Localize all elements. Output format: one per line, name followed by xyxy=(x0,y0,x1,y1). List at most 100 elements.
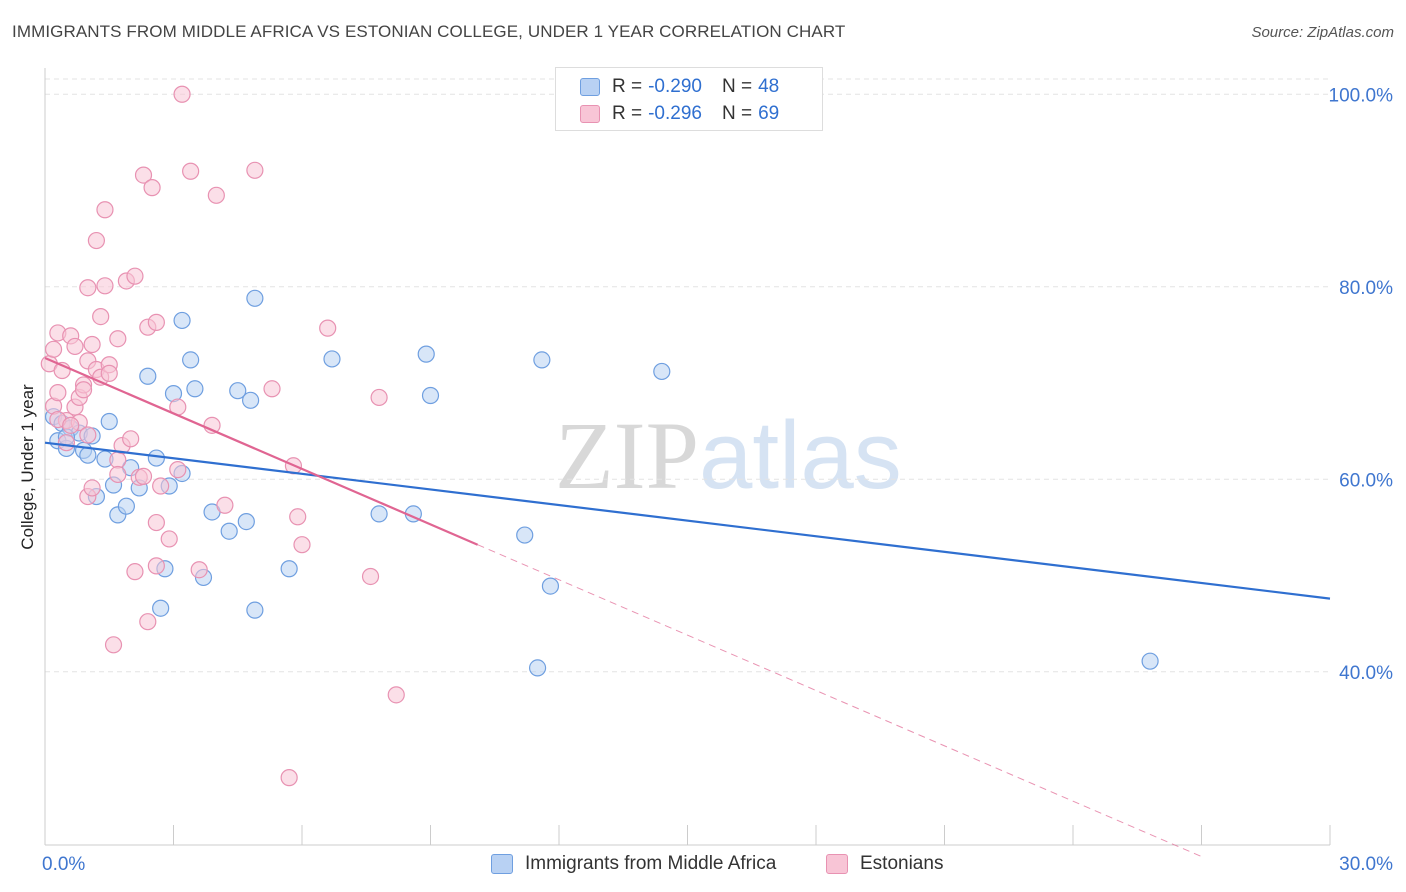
blue-point xyxy=(323,350,341,368)
pink-point xyxy=(207,186,225,204)
n-value: 48 xyxy=(758,76,780,97)
r-key: R = xyxy=(612,103,643,124)
legend-item-immigrants[interactable]: Immigrants from Middle Africa xyxy=(491,852,776,876)
pink-point xyxy=(182,162,200,180)
blue-point xyxy=(100,412,118,431)
pink-point xyxy=(87,231,106,250)
pink-point xyxy=(147,557,165,575)
chart-title: IMMIGRANTS FROM MIDDLE AFRICA VS ESTONIA… xyxy=(12,22,846,41)
y-tick-label: 40.0% xyxy=(1339,663,1393,684)
pink-point xyxy=(100,364,118,382)
pink-point xyxy=(109,330,127,348)
pink-point xyxy=(263,380,281,398)
source-label: Source: ZipAtlas.com xyxy=(1251,24,1394,41)
pink-point xyxy=(96,201,114,219)
y-tick-label: 80.0% xyxy=(1339,278,1393,299)
blue-point xyxy=(242,391,260,409)
pink-point xyxy=(134,467,153,485)
blue-point xyxy=(516,526,534,544)
pink-trend-line-extension xyxy=(477,544,1202,858)
legend-item-estonians[interactable]: Estonians xyxy=(826,852,943,876)
blue-point xyxy=(220,522,238,540)
pink-point xyxy=(169,461,187,479)
blue-point xyxy=(653,362,671,381)
blue-point xyxy=(246,289,264,307)
legend-label-estonians: Estonians xyxy=(860,853,944,874)
pink-point xyxy=(216,496,234,514)
pink-point xyxy=(160,530,178,548)
pink-point xyxy=(104,636,123,654)
pink-point xyxy=(246,161,264,179)
pink-point xyxy=(147,513,165,532)
blue-point xyxy=(186,380,204,398)
pink-point xyxy=(122,430,140,448)
pink-point xyxy=(152,477,170,495)
pink-point xyxy=(143,179,161,197)
n-value: 69 xyxy=(758,103,780,124)
blue-point xyxy=(421,386,440,405)
pink-point xyxy=(49,384,67,402)
pink-point xyxy=(370,388,388,407)
pink-point xyxy=(134,166,153,184)
pink-point xyxy=(147,313,165,331)
pink-point xyxy=(44,340,63,358)
pink-point xyxy=(387,686,405,704)
blue-point xyxy=(1141,652,1159,670)
pink-point xyxy=(293,536,311,554)
blue-point xyxy=(237,512,255,531)
legend-label-immigrants: Immigrants from Middle Africa xyxy=(525,853,777,874)
pink-point xyxy=(361,567,380,586)
blue-point xyxy=(139,367,157,385)
y-tick-label: 100.0% xyxy=(1329,85,1394,106)
pink-point xyxy=(109,465,127,484)
legend-swatch-pink xyxy=(826,854,848,874)
pink-point xyxy=(109,451,127,469)
blue-point xyxy=(533,351,551,369)
r-value: -0.290 xyxy=(648,76,702,97)
pink-point xyxy=(126,267,144,285)
pink-point xyxy=(74,381,93,399)
blue-point xyxy=(417,345,435,363)
blue-point xyxy=(229,382,247,400)
pink-point xyxy=(173,85,191,103)
pink-point xyxy=(190,561,208,579)
pink-point xyxy=(92,307,110,326)
pink-point xyxy=(96,277,114,295)
pink-point xyxy=(57,434,76,452)
correlation-legend: R = -0.290 N = 48 R = -0.296 N = 69 xyxy=(555,67,823,131)
blue-point xyxy=(246,601,264,619)
y-axis-label: College, Under 1 year xyxy=(18,384,37,550)
x-tick-label: 0.0% xyxy=(42,854,85,875)
pink-point xyxy=(83,479,101,497)
pink-point xyxy=(83,335,101,354)
pink-swatch xyxy=(580,105,600,123)
correlation-row-blue: R = -0.290 N = 48 xyxy=(580,75,779,99)
blue-point xyxy=(370,505,388,523)
blue-point xyxy=(173,311,191,330)
pink-trend-line xyxy=(44,356,479,546)
pink-point xyxy=(319,319,337,337)
blue-point xyxy=(152,599,170,617)
correlation-row-pink: R = -0.296 N = 69 xyxy=(580,102,779,126)
pink-point xyxy=(79,279,97,297)
legend-swatch-blue xyxy=(491,854,513,874)
r-value: -0.296 xyxy=(648,103,702,124)
pink-point xyxy=(126,563,144,581)
blue-point xyxy=(541,577,560,595)
r-key: R = xyxy=(612,76,643,97)
pink-point xyxy=(66,337,84,356)
blue-point xyxy=(528,659,547,677)
blue-trend-line xyxy=(44,441,1331,600)
n-key: N = xyxy=(721,76,753,97)
pink-point xyxy=(62,416,80,434)
blue-point xyxy=(147,449,165,467)
pink-point xyxy=(289,508,307,526)
pink-point xyxy=(79,426,97,444)
pink-point xyxy=(139,613,157,631)
blue-point xyxy=(182,351,200,369)
blue-point xyxy=(117,497,135,515)
pink-point xyxy=(280,769,298,787)
n-key: N = xyxy=(721,103,753,124)
y-tick-label: 60.0% xyxy=(1339,470,1393,491)
